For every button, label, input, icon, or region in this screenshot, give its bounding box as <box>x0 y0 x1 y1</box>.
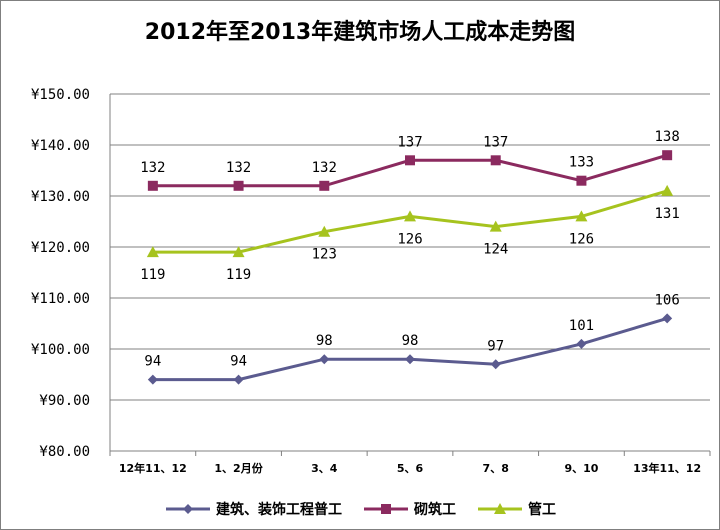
series-1-point <box>576 175 587 186</box>
legend-swatch-0 <box>166 504 210 514</box>
data-label: 97 <box>487 338 504 354</box>
series-1-point <box>490 155 501 166</box>
y-tick-label: ¥80.00 <box>39 444 90 460</box>
series-2-point <box>489 220 502 232</box>
y-tick-label: ¥150.00 <box>31 87 90 103</box>
y-tick-label: ¥100.00 <box>31 342 90 358</box>
data-label: 94 <box>230 354 247 370</box>
series-2-point <box>146 246 159 258</box>
series-0-point <box>405 354 415 365</box>
series-2-point <box>404 210 416 222</box>
data-label: 106 <box>654 292 679 308</box>
legend-marker <box>381 504 391 514</box>
series-0-point <box>319 354 330 365</box>
series-1-point <box>662 150 673 161</box>
legend-swatch-1 <box>364 504 408 514</box>
data-label: 132 <box>226 160 251 176</box>
x-tick-label: 9、10 <box>564 462 598 475</box>
data-label: 131 <box>654 206 679 222</box>
series-2-point <box>575 210 588 222</box>
series-1-point <box>147 180 158 191</box>
series-0-point <box>147 374 158 385</box>
series-1-point <box>319 180 330 191</box>
data-label: 101 <box>569 318 594 334</box>
x-tick-label: 3、4 <box>311 462 338 475</box>
series-0-point <box>662 313 673 324</box>
series-1-point <box>405 155 415 166</box>
x-tick-label: 5、6 <box>397 462 424 475</box>
legend-item: 建筑、装饰工程普工 <box>164 499 342 519</box>
data-label: 132 <box>312 160 337 176</box>
series-2-point <box>232 246 245 258</box>
y-tick-label: ¥130.00 <box>31 189 90 205</box>
legend-label: 砌筑工 <box>414 502 456 518</box>
data-label: 123 <box>312 247 337 263</box>
y-tick-label: ¥110.00 <box>31 291 90 307</box>
legend-swatch-2 <box>478 503 522 514</box>
data-label: 119 <box>226 267 251 283</box>
series-1-point <box>233 180 244 191</box>
data-label: 126 <box>397 231 422 247</box>
legend-item: 管工 <box>476 499 556 519</box>
legend-marker <box>183 504 193 514</box>
legend-marker <box>494 503 506 514</box>
data-label: 124 <box>483 242 508 258</box>
series-2-point <box>661 184 674 196</box>
y-tick-label: ¥90.00 <box>39 393 90 409</box>
data-label: 94 <box>144 354 161 370</box>
y-tick-label: ¥120.00 <box>31 240 90 256</box>
legend: 建筑、装饰工程普工 砌筑工 管工 <box>0 497 720 521</box>
data-label: 133 <box>569 155 594 171</box>
series-0-point <box>576 338 587 349</box>
data-label: 137 <box>397 134 422 150</box>
series-0-point <box>233 374 244 385</box>
data-label: 126 <box>569 231 594 247</box>
chart-title: 2012年至2013年建筑市场人工成本走势图 <box>144 20 576 45</box>
x-tick-label: 7、8 <box>483 462 509 475</box>
data-label: 98 <box>316 333 333 349</box>
series-2-point <box>318 225 331 237</box>
y-tick-label: ¥140.00 <box>31 138 90 154</box>
data-label: 138 <box>654 129 679 145</box>
x-tick-label: 13年11、12 <box>633 461 701 475</box>
legend-label: 建筑、装饰工程普工 <box>216 502 342 518</box>
legend-label: 管工 <box>528 502 556 518</box>
data-label: 119 <box>140 267 165 283</box>
legend-item: 砌筑工 <box>362 499 456 519</box>
x-tick-label: 1、2月份 <box>214 461 263 475</box>
x-tick-label: 12年11、12 <box>119 461 187 475</box>
series-0-point <box>490 359 501 370</box>
data-label: 137 <box>483 134 508 150</box>
data-label: 132 <box>140 160 165 176</box>
data-label: 98 <box>402 333 419 349</box>
